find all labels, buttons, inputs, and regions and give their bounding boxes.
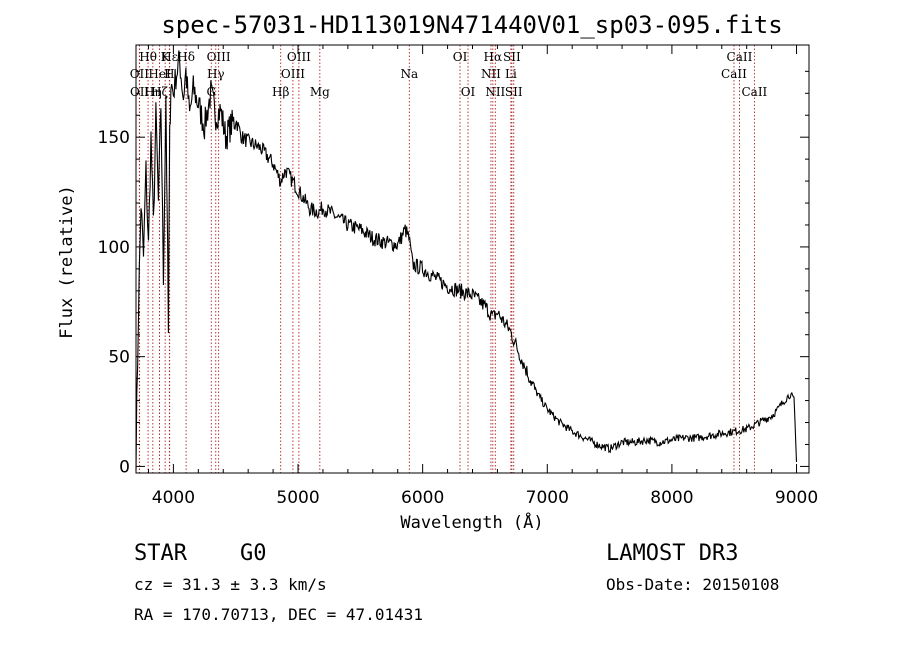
x-tick-label: 6000 [401, 488, 444, 508]
line-marker-label-10: OIII [207, 50, 231, 64]
line-marker-label-28: CaII [741, 85, 767, 99]
line-marker-label-24: NII [485, 85, 505, 99]
x-axis-label: Wavelength (Å) [400, 511, 543, 533]
line-marker-label-15: Hβ [272, 85, 289, 99]
line-marker-label-19: OI [461, 85, 476, 99]
y-tick-label: 150 [98, 128, 130, 148]
x-tick-label: 7000 [526, 488, 569, 508]
line-marker-label-9: Hδ [177, 50, 195, 64]
y-tick-label: 50 [108, 348, 130, 368]
line-marker-label-12: G [206, 85, 216, 99]
spectral-subclass: G0 [240, 541, 267, 566]
line-marker-label-0: Hθ [139, 50, 157, 64]
line-marker-label-11: Hγ [207, 67, 225, 81]
coordinates: RA = 170.70713, DEC = 47.01431 [134, 605, 423, 624]
line-marker-label-2: OII [130, 85, 150, 99]
line-marker-label-13: OIII [287, 50, 311, 64]
x-axis-ticks: 4000 5000 6000 7000 8000 9000 [147, 45, 818, 508]
line-marker-labels: Hθ OII OII K HeI Hη Hε H Hζ Hδ OIII Hγ G OIII OIII Hβ Mg… [130, 50, 768, 99]
chart-title: spec-57031-HD113019N471440V01_sp03-095.f… [161, 11, 782, 39]
x-tick-label: 4000 [152, 488, 195, 508]
x-tick-label: 8000 [650, 488, 693, 508]
line-marker-label-26: CaII [727, 50, 753, 64]
line-marker-label-8: Hζ [151, 85, 168, 99]
x-tick-label: 5000 [276, 488, 319, 508]
line-marker-label-23: Li [505, 67, 517, 81]
line-marker-label-1: OII [130, 67, 150, 81]
object-class: STAR [134, 541, 188, 566]
redshift-cz: cz = 31.3 ± 3.3 km/s [134, 575, 327, 594]
line-marker-label-18: OI [453, 50, 468, 64]
y-tick-label: 0 [119, 457, 130, 477]
survey-name: LAMOST DR3 [606, 541, 738, 566]
line-marker-label-6: Hε [161, 50, 178, 64]
y-axis-ticks: 0 50 100 150 [98, 70, 809, 477]
line-marker-label-21: SII [503, 50, 521, 64]
line-marker-label-5: Hη [144, 85, 162, 99]
spectrum-line [135, 50, 798, 471]
line-marker-label-16: Mg [310, 85, 330, 99]
plot-frame [135, 44, 810, 474]
line-marker-label-7: H [164, 67, 174, 81]
line-marker-label-27: CaII [721, 67, 747, 81]
line-marker-label-4: HeI [148, 67, 171, 81]
line-marker-label-20: Hα [484, 50, 503, 64]
line-markers [138, 45, 755, 473]
y-axis-label: Flux (relative) [57, 185, 77, 339]
observation-date: Obs-Date: 20150108 [606, 575, 779, 594]
line-marker-label-3: K [161, 50, 171, 64]
line-marker-label-22: NII [481, 67, 501, 81]
line-marker-label-14: OIII [281, 67, 305, 81]
x-tick-label: 9000 [775, 488, 818, 508]
y-tick-label: 100 [98, 238, 130, 258]
line-marker-label-17: Na [400, 67, 418, 81]
line-marker-label-25: SII [505, 85, 523, 99]
